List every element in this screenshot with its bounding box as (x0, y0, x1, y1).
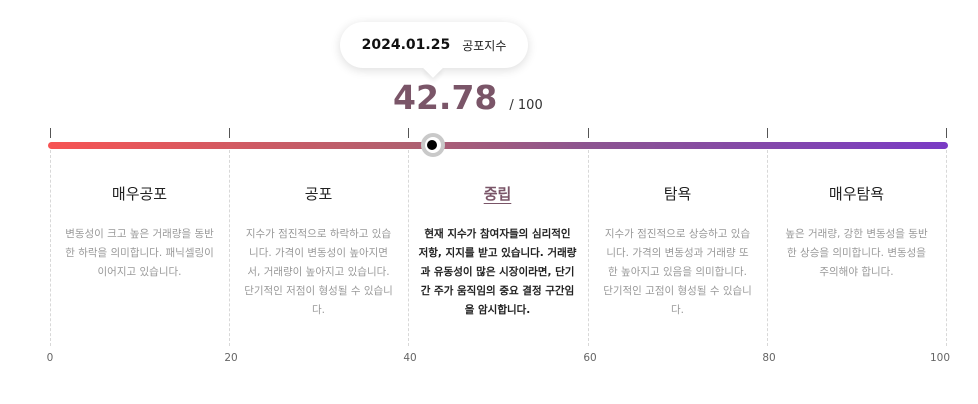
zone-divider (588, 150, 589, 346)
zone-greed: 탐욕 지수가 점진적으로 상승하고 있습니다. 가격의 변동성과 거래량 또한 … (588, 150, 767, 320)
top-tick-80 (767, 128, 768, 138)
zone-title: 매우탐욕 (828, 185, 885, 203)
axis-label: 60 (583, 352, 597, 364)
zone-neutral: 중립 현재 지수가 참여자들의 심리적인 저항, 지지를 받고 있습니다. 거래… (408, 150, 587, 320)
zone-title: 탐욕 (663, 185, 692, 203)
axis-label: 40 (403, 352, 417, 364)
tooltip-label: 공포지수 (462, 38, 507, 53)
top-tick-40 (408, 128, 409, 138)
score-value: 42.78 (393, 78, 498, 117)
axis-label: 20 (224, 352, 238, 364)
top-tick-20 (229, 128, 230, 138)
zone-divider (408, 150, 409, 346)
zone-description: 지수가 점진적으로 상승하고 있습니다. 가격의 변동성과 거래량 또한 높아지… (603, 228, 752, 316)
zone-divider (50, 150, 51, 346)
score-max: / 100 (509, 98, 543, 113)
score-display: 42.78 / 100 (393, 78, 543, 124)
zone-description-active: 현재 지수가 참여자들의 심리적인 저항, 지지를 받고 있습니다. 거래량과 … (418, 228, 577, 316)
zone-fear: 공포 지수가 점진적으로 하락하고 있습니다. 가격이 변동성이 높아지면서, … (229, 150, 408, 320)
date-tooltip: 2024.01.25 공포지수 (340, 22, 528, 68)
zone-title: 공포 (304, 185, 333, 203)
axis-label: 80 (762, 352, 776, 364)
zone-extreme-fear: 매우공포 변동성이 크고 높은 거래량을 동반한 하락을 의미합니다. 패닉셀링… (50, 150, 229, 282)
top-tick-60 (588, 128, 589, 138)
axis-label: 100 (929, 352, 951, 364)
zone-extreme-greed: 매우탐욕 높은 거래량, 강한 변동성을 동반한 상승을 의미합니다. 변동성을… (767, 150, 946, 282)
index-marker-dot (427, 140, 437, 150)
top-tick-100 (946, 128, 947, 138)
axis-label: 0 (46, 352, 54, 364)
zone-description: 높은 거래량, 강한 변동성을 동반한 상승을 의미합니다. 변동성을 주의해야… (785, 228, 928, 278)
zone-divider (229, 150, 230, 346)
zone-title: 매우공포 (111, 185, 168, 203)
zone-description: 변동성이 크고 높은 거래량을 동반한 하락을 의미합니다. 패닉셀링이 이어지… (65, 228, 214, 278)
index-marker[interactable] (421, 133, 445, 157)
top-tick-0 (50, 128, 51, 138)
tooltip-date: 2024.01.25 (361, 37, 451, 53)
fear-greed-gradient-bar (48, 142, 948, 149)
zone-description: 지수가 점진적으로 하락하고 있습니다. 가격이 변동성이 높아지면서, 거래량… (244, 228, 393, 316)
zone-divider (767, 150, 768, 346)
zone-divider (946, 150, 947, 346)
zone-title-active: 중립 (483, 185, 512, 203)
